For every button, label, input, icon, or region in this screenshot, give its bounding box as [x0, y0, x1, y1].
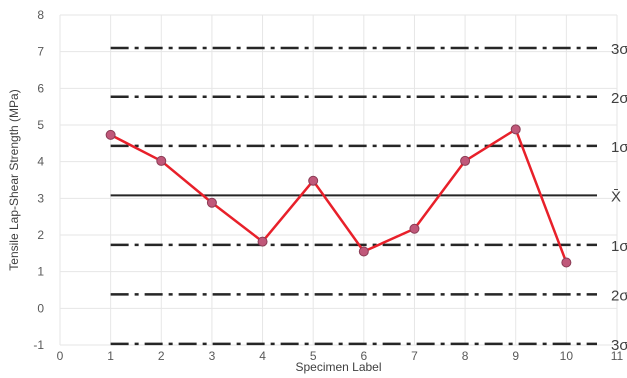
- y-tick-label: -1: [33, 338, 44, 352]
- data-point: [409, 223, 420, 234]
- x-tick-label: 4: [259, 349, 266, 363]
- x-tick-label: 11: [611, 349, 624, 363]
- x-tick-label: 3: [209, 349, 216, 363]
- x-tick-label: 9: [512, 349, 519, 363]
- y-axis-ticks: -1 0 1 2 3 4 5 6 7 8: [33, 8, 44, 352]
- data-point: [460, 155, 471, 166]
- x-tick-label: 5: [310, 349, 317, 363]
- series-line: [110, 128, 568, 263]
- x-tick-label: 8: [462, 349, 469, 363]
- data-point: [206, 197, 217, 208]
- y-tick-label: 0: [37, 301, 44, 315]
- control-limit-labels: 3σ 2σ 1σ X̄ 1σ 2σ 3σ: [611, 41, 627, 354]
- control-limit-label: 2σ: [611, 287, 627, 304]
- data-point: [510, 124, 521, 135]
- x-tick-label: 7: [411, 349, 418, 363]
- control-limit-label: 3σ: [611, 41, 627, 58]
- y-tick-label: 7: [37, 45, 44, 59]
- y-tick-label: 5: [37, 118, 44, 132]
- x-tick-label: 2: [158, 349, 165, 363]
- control-limit-label: 2σ: [611, 90, 627, 107]
- data-series: [105, 124, 572, 268]
- data-point: [308, 175, 319, 186]
- control-limit-label: 3σ: [611, 337, 627, 354]
- x-tick-label: 1: [107, 349, 114, 363]
- control-limit-lines: [110, 46, 597, 346]
- control-limit-label: 1σ: [611, 139, 627, 156]
- data-point: [156, 155, 167, 166]
- y-tick-label: 4: [37, 155, 44, 169]
- y-tick-label: 1: [37, 265, 44, 279]
- data-point: [358, 246, 369, 257]
- control-limit-label: 1σ: [611, 238, 627, 255]
- x-axis-ticks: 0 1 2 3 4 5 6 7 8 9 10 11: [57, 349, 624, 363]
- data-point: [257, 236, 268, 247]
- control-limit-label: X̄: [611, 188, 621, 205]
- data-point: [105, 129, 116, 140]
- x-tick-label: 10: [560, 349, 574, 363]
- y-tick-label: 2: [37, 228, 44, 242]
- data-point: [561, 257, 572, 268]
- x-tick-label: 6: [360, 349, 367, 363]
- y-tick-label: 3: [37, 191, 44, 205]
- y-tick-label: 6: [37, 81, 44, 95]
- y-tick-label: 8: [37, 8, 44, 22]
- x-tick-label: 0: [57, 349, 64, 363]
- x-axis-title: Specimen Label: [295, 360, 381, 374]
- y-axis-title: Tensile Lap-Shear Strength (MPa): [7, 89, 21, 270]
